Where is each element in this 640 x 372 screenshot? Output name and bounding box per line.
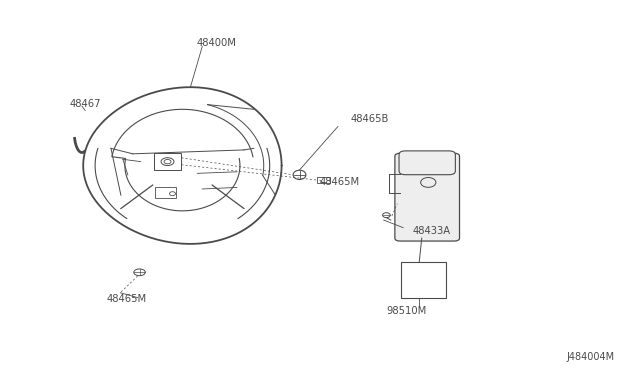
Text: 48465B: 48465B [351, 114, 389, 124]
FancyBboxPatch shape [395, 153, 460, 241]
Text: 48467: 48467 [69, 99, 100, 109]
Text: 48433A: 48433A [413, 226, 451, 235]
Text: 48465M: 48465M [107, 295, 147, 304]
Bar [317, 177, 330, 183]
Bar [154, 153, 181, 170]
Bar [401, 262, 446, 298]
Bar [155, 187, 177, 198]
Text: 48465M: 48465M [320, 177, 360, 187]
Text: J484004M: J484004M [566, 352, 614, 362]
Text: 98510M: 98510M [387, 306, 426, 315]
Text: 48400M: 48400M [196, 38, 236, 48]
FancyBboxPatch shape [399, 151, 456, 175]
